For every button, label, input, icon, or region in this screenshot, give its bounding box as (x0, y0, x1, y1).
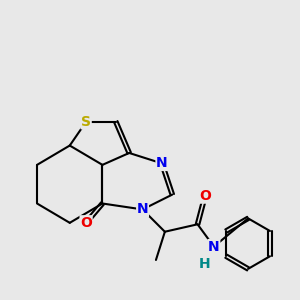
Text: H: H (199, 257, 211, 272)
Text: O: O (80, 216, 92, 230)
Text: O: O (199, 189, 211, 203)
Text: N: N (208, 240, 220, 254)
Text: N: N (137, 202, 148, 216)
Text: N: N (156, 156, 168, 170)
Text: S: S (81, 115, 91, 129)
